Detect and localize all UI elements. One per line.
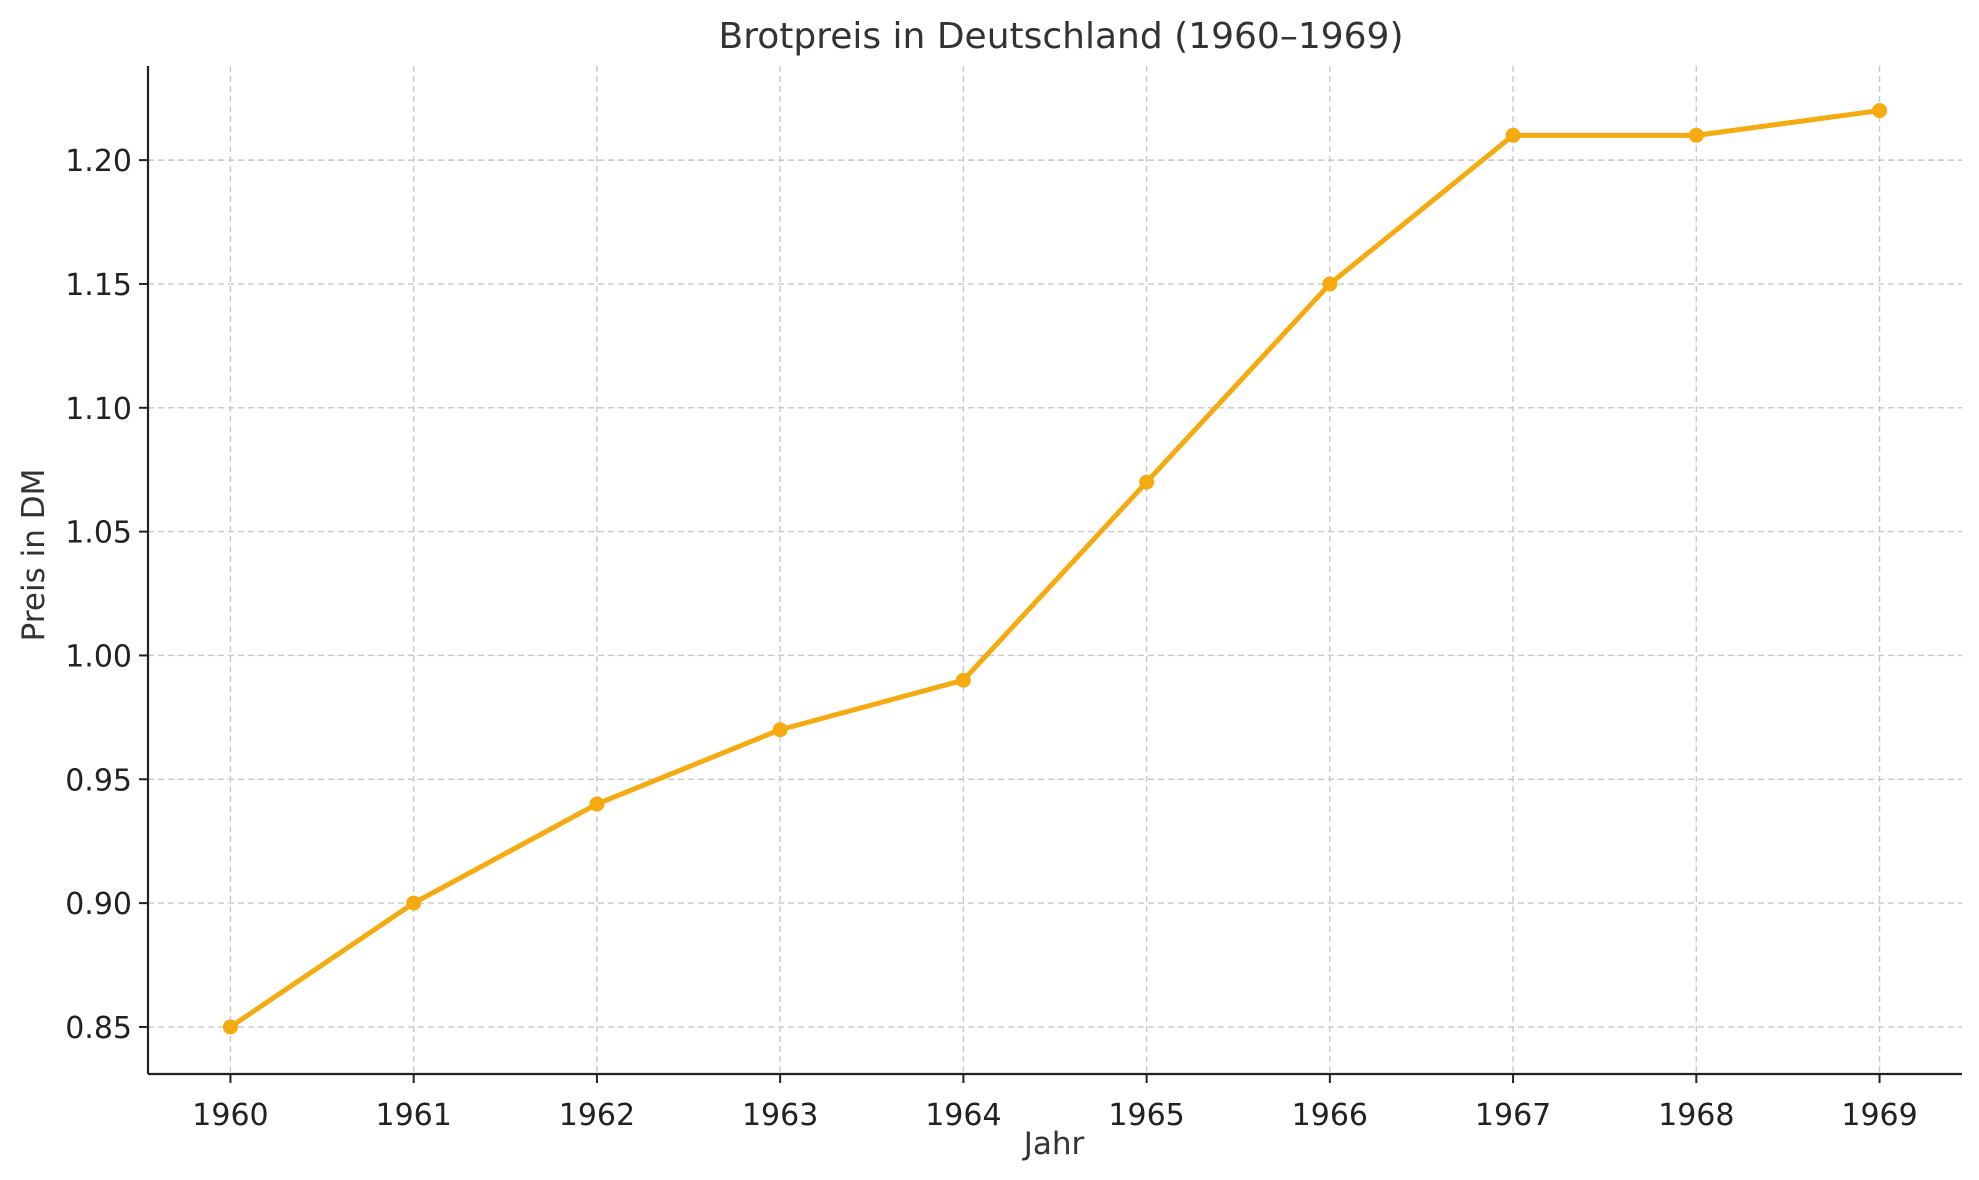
data-point: [772, 722, 788, 738]
y-tick-label: 1.20: [65, 144, 132, 179]
x-tick-label: 1964: [925, 1098, 1001, 1133]
data-point: [1505, 127, 1521, 143]
x-tick-label: 1965: [1108, 1098, 1184, 1133]
data-point: [1688, 127, 1704, 143]
data-point: [1872, 103, 1888, 119]
series-line: [227, 108, 1883, 1030]
x-tick-label: 1969: [1841, 1098, 1917, 1133]
grid-lines: [148, 66, 1962, 1074]
y-tick-label: 1.15: [65, 268, 132, 303]
y-tick-label: 1.05: [65, 516, 132, 551]
data-point: [589, 796, 605, 812]
x-tick-label: 1962: [559, 1098, 635, 1133]
x-tick-label: 1968: [1658, 1098, 1734, 1133]
x-tick-label: 1967: [1475, 1098, 1551, 1133]
x-tick-label: 1960: [192, 1098, 268, 1133]
y-tick-label: 0.95: [65, 763, 132, 798]
series-layer: [222, 103, 1888, 1035]
data-point: [1139, 474, 1155, 490]
x-axis-label: Jahr: [1022, 1126, 1085, 1162]
y-tick-label: 0.90: [65, 887, 132, 922]
y-ticks: 0.85 0.90 0.95 1.00 1.05 1.10 1.15 1.20: [65, 144, 148, 1046]
data-point: [406, 895, 422, 911]
y-tick-label: 0.85: [65, 1011, 132, 1046]
data-point: [955, 672, 971, 688]
y-tick-label: 1.10: [65, 392, 132, 427]
y-tick-label: 1.00: [65, 639, 132, 674]
data-point: [1322, 276, 1338, 292]
x-tick-label: 1961: [376, 1098, 452, 1133]
y-axis-label: Preis in DM: [16, 469, 52, 642]
axes: [146, 66, 1962, 1076]
x-tick-label: 1966: [1292, 1098, 1368, 1133]
chart-title: Brotpreis in Deutschland (1960–1969): [719, 16, 1404, 57]
x-tick-label: 1963: [742, 1098, 818, 1133]
x-ticks: 1960 1961 1962 1963 1964 1965 1966 1967 1968 1969: [192, 1074, 1918, 1133]
data-point: [222, 1019, 238, 1035]
